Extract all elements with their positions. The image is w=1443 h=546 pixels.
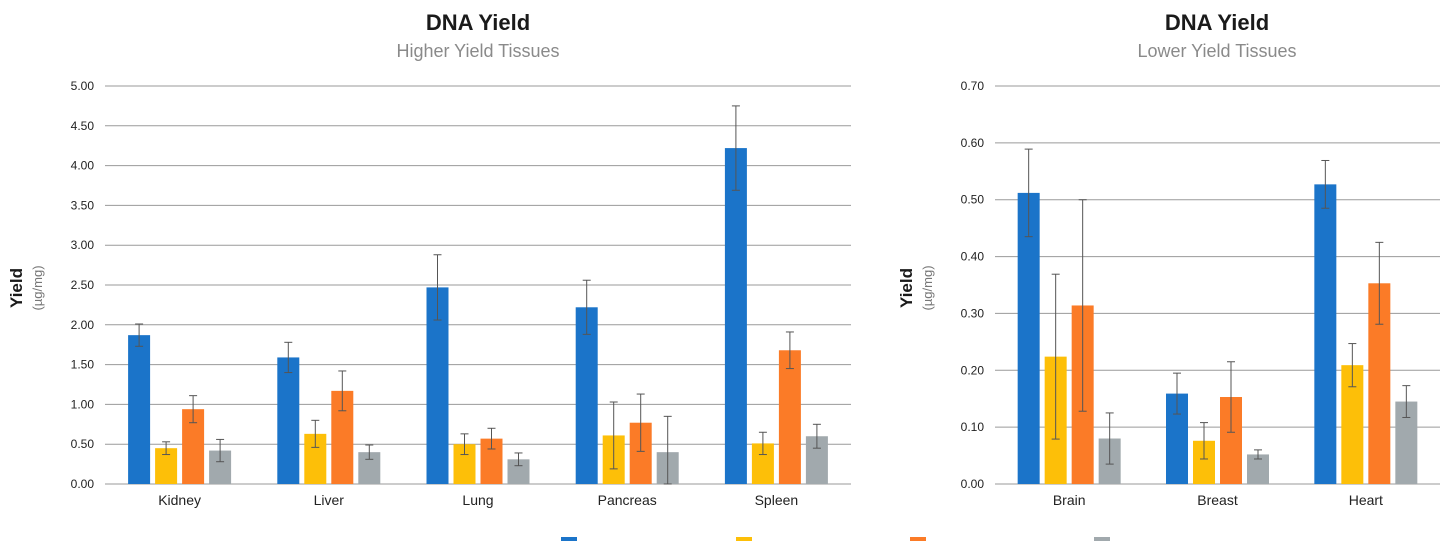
bar: [331, 390, 354, 484]
legend: [561, 537, 1110, 545]
y-tick-label: 0.30: [961, 306, 985, 320]
y-tick-label: 0.00: [71, 477, 95, 491]
bar: [277, 357, 300, 484]
bar: [155, 448, 178, 484]
bar: [507, 459, 530, 484]
bar: [1368, 283, 1391, 484]
bar: [1017, 192, 1040, 485]
x-category-label: Lung: [462, 492, 493, 508]
y-tick-label: 0.10: [961, 420, 985, 434]
bar: [751, 443, 774, 484]
bar: [209, 450, 232, 484]
bar: [575, 307, 598, 484]
x-category-label: Kidney: [158, 492, 201, 508]
bar: [128, 335, 151, 484]
bar: [1314, 184, 1337, 484]
y-tick-label: 0.60: [961, 136, 985, 150]
gridlines: 0.00 0.10 0.20 0.30 0.40 0.50 0.60 0.70: [961, 79, 1440, 491]
bar: [304, 433, 327, 484]
y-tick-label: 3.00: [71, 238, 95, 252]
legend-swatch: [1094, 537, 1110, 545]
legend-swatch: [736, 537, 752, 545]
y-tick-label: 0.50: [961, 193, 985, 207]
x-category-label: Pancreas: [598, 492, 657, 508]
x-category-label: Heart: [1349, 492, 1383, 508]
bar: [1193, 440, 1215, 484]
y-tick-label: 5.00: [71, 79, 95, 93]
bars: [128, 105, 828, 485]
y-axis-label: Yield: [7, 268, 26, 308]
y-axis-label: Yield: [897, 268, 916, 308]
x-category-label: Brain: [1053, 492, 1086, 508]
bar: [1341, 365, 1364, 484]
x-category-label: Spleen: [755, 492, 799, 508]
y-tick-label: 1.50: [71, 358, 95, 372]
y-tick-label: 0.70: [961, 79, 985, 93]
bar: [1395, 401, 1418, 484]
y-tick-label: 0.40: [961, 250, 985, 264]
bars: [1017, 148, 1418, 485]
gridlines: 0.00 0.50 1.00 1.50 2.00 2.50 3.00 3.50 4.00 4.50…: [71, 79, 851, 491]
bar: [453, 444, 476, 484]
y-tick-label: 0.20: [961, 363, 985, 377]
y-tick-label: 1.00: [71, 397, 95, 411]
y-tick-label: 0.00: [961, 477, 985, 491]
y-tick-label: 2.00: [71, 318, 95, 332]
bar: [724, 148, 747, 484]
y-tick-label: 4.00: [71, 159, 95, 173]
bar: [1247, 454, 1269, 484]
bar: [1220, 397, 1242, 484]
y-tick-label: 2.50: [71, 278, 95, 292]
bar: [1166, 393, 1188, 484]
category-labels: Kidney Liver Lung Pancreas Spleen: [158, 492, 798, 508]
bar: [805, 436, 828, 484]
bar: [629, 422, 652, 484]
bar: [358, 452, 381, 484]
x-category-label: Breast: [1197, 492, 1238, 508]
legend-swatch: [910, 537, 926, 545]
chart-higher-yield: DNA Yield Higher Yield Tissues Yield (µg…: [7, 10, 851, 508]
y-tick-label: 4.50: [71, 119, 95, 133]
chart-lower-yield: DNA Yield Lower Yield Tissues Yield (µg/…: [897, 10, 1440, 508]
bar: [778, 350, 801, 484]
chart-title: DNA Yield: [1165, 10, 1269, 35]
bar: [480, 438, 503, 484]
chart-title: DNA Yield: [426, 10, 530, 35]
chart-subtitle: Higher Yield Tissues: [396, 41, 559, 61]
y-tick-label: 3.50: [71, 198, 95, 212]
bar: [426, 287, 449, 484]
bar: [182, 409, 205, 484]
category-labels: Brain Breast Heart: [1053, 492, 1383, 508]
y-axis-unit: (µg/mg): [920, 265, 935, 310]
chart-subtitle: Lower Yield Tissues: [1137, 41, 1296, 61]
y-tick-label: 0.50: [71, 437, 95, 451]
y-axis-unit: (µg/mg): [30, 265, 45, 310]
legend-swatch: [561, 537, 577, 545]
x-category-label: Liver: [314, 492, 345, 508]
